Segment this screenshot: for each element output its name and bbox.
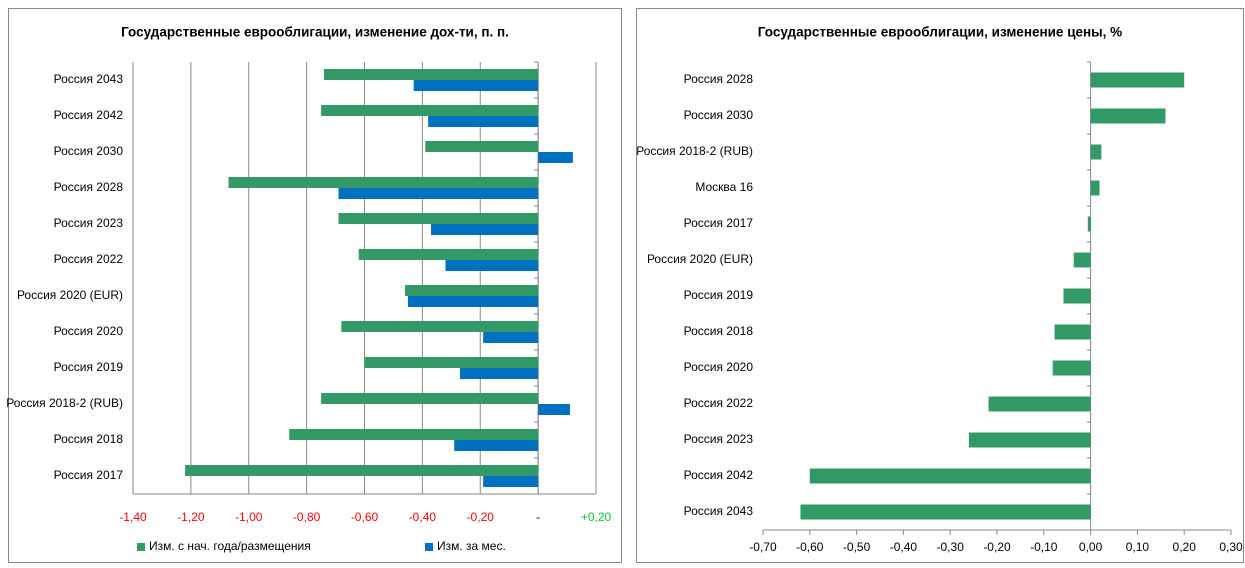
bar <box>364 357 539 368</box>
y-tick-label: Россия 2020 <box>54 324 124 338</box>
bar <box>1090 72 1185 88</box>
bar <box>968 432 1091 448</box>
x-tick-label: -0,60 <box>796 540 824 554</box>
x-tick-label: -1,40 <box>119 510 147 524</box>
bar <box>228 177 539 188</box>
bar <box>459 368 539 379</box>
y-tick-label: Россия 2018 <box>684 324 754 338</box>
bar <box>800 504 1091 520</box>
bar <box>341 321 539 332</box>
bar <box>483 476 539 487</box>
bar <box>1052 360 1091 376</box>
y-tick-label: Россия 2018 <box>54 432 124 446</box>
bar <box>1087 216 1091 232</box>
x-tick-label: -0,30 <box>937 540 965 554</box>
y-tick-label: Россия 2020 (EUR) <box>647 252 753 266</box>
y-tick-label: Россия 2042 <box>684 468 754 482</box>
legend-label: Изм. с нач. года/размещения <box>149 539 311 553</box>
x-tick-label: -0,20 <box>467 510 495 524</box>
bar <box>358 249 539 260</box>
y-tick-label: Россия 2042 <box>54 108 124 122</box>
bar <box>1073 252 1091 268</box>
bar <box>338 213 539 224</box>
y-tick-label: Россия 2022 <box>684 396 754 410</box>
x-tick-label: -0,40 <box>890 540 918 554</box>
legend-swatch <box>425 543 433 551</box>
x-tick-label: 0,10 <box>1126 540 1150 554</box>
bar <box>1090 108 1166 124</box>
y-tick-label: Россия 2017 <box>54 468 124 482</box>
bar <box>321 393 539 404</box>
x-tick-label: -1,20 <box>177 510 205 524</box>
bar <box>809 468 1091 484</box>
bar <box>538 152 573 163</box>
x-tick-label: -0,70 <box>749 540 777 554</box>
y-tick-label: Россия 2030 <box>54 144 124 158</box>
x-tick-label: 0,30 <box>1219 540 1243 554</box>
bar <box>1090 180 1100 196</box>
bar <box>483 332 539 343</box>
bar <box>431 224 539 235</box>
y-tick-label: Россия 2028 <box>54 180 124 194</box>
bar <box>321 105 539 116</box>
y-tick-label: Россия 2043 <box>684 504 754 518</box>
bar <box>428 116 539 127</box>
x-tick-label: -0,40 <box>409 510 437 524</box>
x-tick-label: -1,00 <box>235 510 263 524</box>
x-tick-label: -0,20 <box>983 540 1011 554</box>
bar <box>1054 324 1091 340</box>
y-tick-label: Россия 2028 <box>684 72 754 86</box>
bar <box>407 296 539 307</box>
x-tick-label: -0,60 <box>351 510 379 524</box>
legend-swatch <box>137 543 145 551</box>
x-tick-label: -0,50 <box>843 540 871 554</box>
chart-title: Государственные еврооблигации, изменение… <box>758 25 1122 40</box>
y-tick-label: Россия 2020 (EUR) <box>17 288 123 302</box>
bar <box>454 440 539 451</box>
bar <box>425 141 539 152</box>
y-tick-label: Россия 2019 <box>684 288 754 302</box>
x-tick-label: 0,00 <box>1079 540 1103 554</box>
x-tick-label: +0,20 <box>581 510 612 524</box>
y-tick-label: Россия 2019 <box>54 360 124 374</box>
bar <box>1063 288 1091 304</box>
bar <box>289 429 539 440</box>
bar <box>405 285 539 296</box>
bar <box>1090 144 1102 160</box>
bar <box>338 188 539 199</box>
bar <box>988 396 1091 412</box>
bar <box>445 260 539 271</box>
y-tick-label: Россия 2043 <box>54 72 124 86</box>
bar <box>538 404 570 415</box>
y-tick-label: Россия 2022 <box>54 252 124 266</box>
y-tick-label: Россия 2023 <box>54 216 124 230</box>
x-tick-label: - <box>536 510 540 524</box>
y-tick-label: Россия 2020 <box>684 360 754 374</box>
x-tick-label: -0,80 <box>293 510 321 524</box>
y-tick-label: Москва 16 <box>695 180 753 194</box>
y-tick-label: Россия 2017 <box>684 216 754 230</box>
bar <box>185 465 539 476</box>
chart-title: Государственные еврооблигации, изменение… <box>121 25 509 40</box>
y-tick-label: Россия 2030 <box>684 108 754 122</box>
y-tick-label: Россия 2018-2 (RUB) <box>636 144 753 158</box>
legend-label: Изм. за мес. <box>437 539 506 553</box>
x-tick-label: 0,20 <box>1173 540 1197 554</box>
bar <box>413 80 539 91</box>
y-tick-label: Россия 2023 <box>684 432 754 446</box>
y-tick-label: Россия 2018-2 (RUB) <box>6 396 123 410</box>
bar <box>323 69 539 80</box>
x-tick-label: -0,10 <box>1030 540 1058 554</box>
